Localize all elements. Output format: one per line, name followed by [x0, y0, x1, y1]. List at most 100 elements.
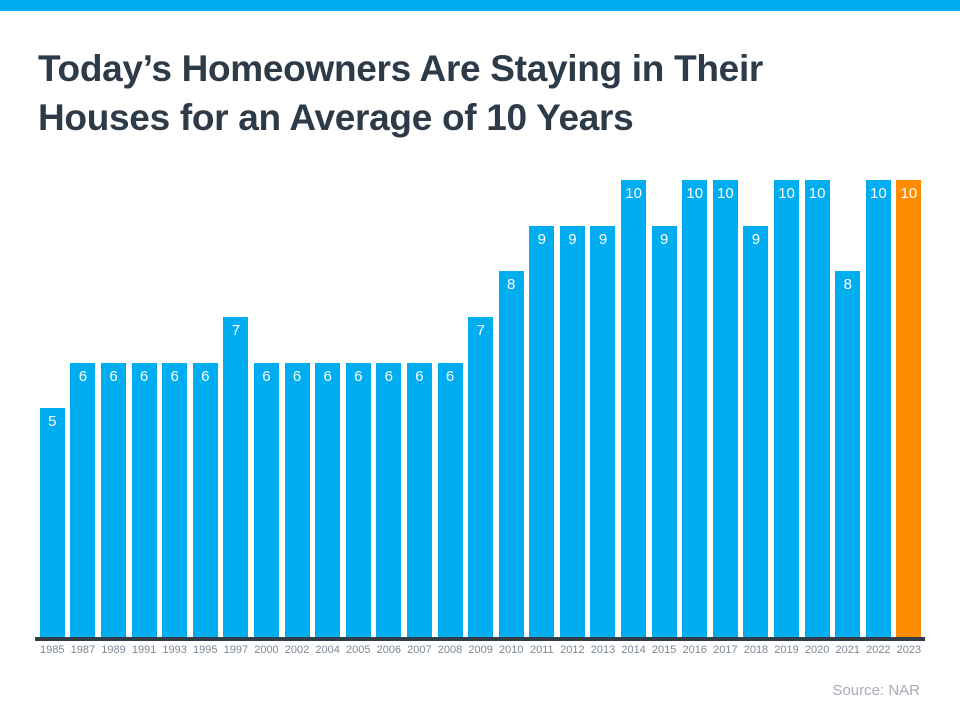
bar-column-2016: 10	[679, 180, 710, 637]
bar-2002: 6	[284, 363, 310, 637]
bar-column-2019: 10	[771, 180, 802, 637]
bar-column-2013: 9	[588, 180, 619, 637]
bar-column-2002: 6	[282, 180, 313, 637]
x-tick-label-2011: 2011	[529, 644, 554, 656]
bar-column-2007: 6	[404, 180, 435, 637]
bar-value-label: 6	[445, 368, 455, 385]
bar-value-label: 7	[231, 322, 241, 339]
bar-1997: 7	[223, 317, 249, 637]
bar-value-label: 10	[900, 185, 918, 202]
page-title-line2: Houses for an Average of 10 Years	[38, 97, 634, 138]
bar-2000: 6	[253, 363, 279, 637]
bar-value-label: 9	[598, 231, 608, 248]
bar-2023: 10	[896, 180, 922, 637]
bar-column-2015: 9	[649, 180, 680, 637]
bar-column-2020: 10	[802, 180, 833, 637]
bar-2010: 8	[498, 271, 524, 637]
bar-2008: 6	[437, 363, 463, 637]
x-tick-label-2020: 2020	[804, 644, 830, 656]
x-tick-label-2010: 2010	[498, 644, 524, 656]
bar-2015: 9	[651, 226, 677, 637]
x-tick-label-1991: 1991	[131, 644, 157, 656]
x-tick-label-1989: 1989	[101, 644, 126, 656]
bar-2011: 9	[529, 226, 555, 637]
bar-column-2000: 6	[251, 180, 282, 637]
x-tick-label-1995: 1995	[193, 644, 218, 656]
bar-value-label: 10	[808, 185, 826, 202]
x-tick-label-1985: 1985	[40, 644, 65, 656]
x-axis-tick-labels: 1985 1987 1989 1991 1993 1995 1997 2000 2002 2004…	[37, 644, 924, 656]
bar-value-label: 6	[323, 368, 332, 385]
bar-value-label: 8	[843, 276, 852, 293]
bar-column-1985: 5	[37, 180, 68, 637]
bar-2017: 10	[712, 180, 738, 637]
top-accent-bar	[0, 0, 960, 11]
x-tick-label-2005: 2005	[345, 644, 371, 656]
x-tick-label-2000: 2000	[254, 644, 279, 656]
bar-2021: 8	[835, 271, 861, 637]
bar-value-label: 6	[354, 368, 363, 385]
x-tick-label-2006: 2006	[376, 644, 402, 656]
x-tick-label-2016: 2016	[682, 644, 707, 656]
bar-2014: 10	[621, 180, 647, 637]
bar-value-label: 10	[778, 185, 795, 202]
bar-column-1993: 6	[159, 180, 190, 637]
bar-1991: 6	[131, 363, 157, 637]
bar-value-label: 9	[568, 231, 577, 248]
bar-2007: 6	[406, 363, 432, 637]
bar-value-label: 10	[869, 185, 887, 202]
bar-column-2023: 10	[894, 180, 925, 637]
x-tick-label-2023: 2023	[896, 644, 922, 656]
source-label: Source: NAR	[832, 682, 920, 699]
x-tick-label-2018: 2018	[743, 644, 769, 656]
bar-value-label: 6	[384, 368, 393, 385]
bars-row: 5 6 6 6 6 6 7 6 6 6 6 6 6 6 7 8 9 9 9 10 9 10 10 9 10 10 8 10 10	[37, 180, 924, 637]
bar-column-2022: 10	[863, 180, 894, 637]
x-tick-label-2021: 2021	[835, 644, 860, 656]
bar-value-label: 6	[262, 368, 271, 385]
bar-value-label: 10	[625, 185, 642, 202]
bar-value-label: 6	[139, 368, 149, 385]
bar-2013: 9	[590, 226, 616, 637]
bar-1987: 6	[70, 363, 96, 637]
bar-column-2008: 6	[435, 180, 466, 637]
x-tick-label-1997: 1997	[223, 644, 249, 656]
x-tick-label-2019: 2019	[774, 644, 799, 656]
bar-2022: 10	[865, 180, 891, 637]
bar-value-label: 9	[751, 231, 761, 248]
bar-2004: 6	[315, 363, 341, 637]
x-tick-label-2002: 2002	[284, 644, 310, 656]
bar-2019: 10	[774, 180, 800, 637]
bar-1993: 6	[162, 363, 188, 637]
bar-value-label: 7	[476, 322, 485, 339]
bar-column-2011: 9	[527, 180, 558, 637]
bar-column-1995: 6	[190, 180, 221, 637]
x-tick-label-2013: 2013	[590, 644, 616, 656]
bar-value-label: 5	[48, 413, 57, 430]
x-tick-label-2022: 2022	[866, 644, 891, 656]
x-tick-label-2009: 2009	[468, 644, 493, 656]
bar-column-2012: 9	[557, 180, 588, 637]
bar-value-label: 6	[201, 368, 210, 385]
bar-value-label: 9	[660, 231, 669, 248]
bar-1995: 6	[192, 363, 218, 637]
x-tick-label-2017: 2017	[713, 644, 738, 656]
bar-value-label: 10	[686, 185, 704, 202]
bar-column-2018: 9	[741, 180, 772, 637]
x-axis-line	[35, 637, 925, 641]
bar-column-1989: 6	[98, 180, 129, 637]
bar-column-2006: 6	[374, 180, 405, 637]
bar-column-2021: 8	[832, 180, 863, 637]
page-title-line1: Today’s Homeowners Are Staying in Their	[38, 48, 764, 89]
bar-2016: 10	[682, 180, 708, 637]
bar-column-2010: 8	[496, 180, 527, 637]
bar-2020: 10	[804, 180, 830, 637]
bar-2012: 9	[559, 226, 585, 637]
page-title: Today’s Homeowners Are Staying in Their H…	[38, 44, 918, 142]
bar-column-2017: 10	[710, 180, 741, 637]
bar-value-label: 9	[537, 231, 546, 248]
bar-2009: 7	[468, 317, 494, 637]
bar-value-label: 6	[78, 368, 88, 385]
